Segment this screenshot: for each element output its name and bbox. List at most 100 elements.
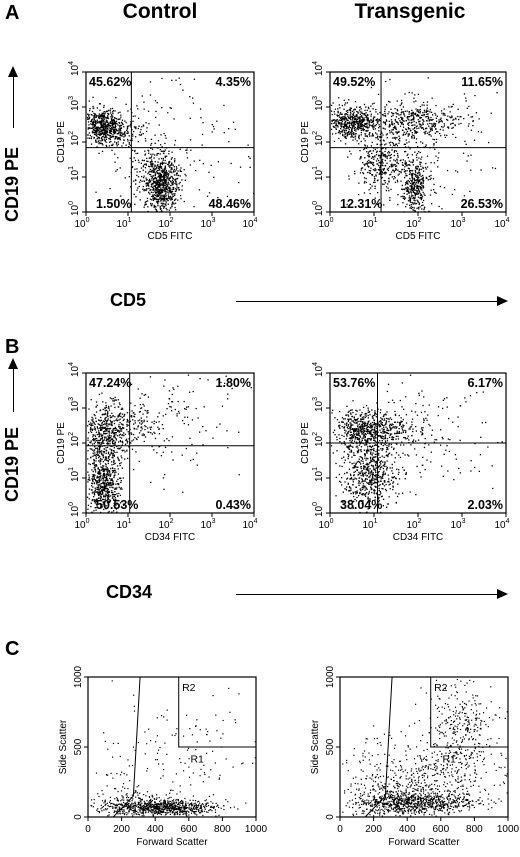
y-tick-label: 500 — [73, 738, 84, 755]
x-axis-label: Forward Scatter — [136, 837, 208, 848]
x-tick-label: 400 — [399, 824, 416, 835]
quadrant-upper-left-value: 47.24% — [89, 376, 131, 390]
column-header-transgenic: Transgenic — [354, 0, 466, 23]
x-tick-label: 200 — [113, 824, 130, 835]
y-tick-label: 101 — [68, 467, 81, 482]
quadrant-upper-left-value: 45.62% — [89, 75, 131, 89]
x-tick-label: 800 — [466, 824, 483, 835]
x-axis-title-a: CD5 — [110, 290, 147, 310]
x-tick-label: 103 — [450, 217, 465, 230]
y-tick-label: 104 — [312, 61, 325, 76]
panel-letter-c: C — [5, 638, 20, 660]
dot-cloud — [90, 680, 256, 817]
y-tick-label: 103 — [68, 397, 81, 412]
quadrant-lower-left-value: 12.31% — [340, 197, 382, 211]
quadrant-upper-right-value: 6.17% — [468, 376, 503, 390]
x-axis-label: Forward Scatter — [388, 837, 460, 848]
x-tick-label: 400 — [147, 824, 164, 835]
x-tick-label: 101 — [362, 217, 377, 230]
y-tick-label: 100 — [68, 502, 81, 517]
x-tick-label: 100 — [318, 217, 333, 230]
y-tick-label: 100 — [68, 201, 81, 216]
y-axis-label: CD19 PE — [56, 121, 67, 163]
x-tick-label: 102 — [406, 518, 421, 531]
quadrant-upper-right-value: 1.80% — [216, 376, 251, 390]
y-tick-label: 101 — [312, 166, 325, 181]
y-tick-label: 0 — [325, 814, 336, 820]
x-tick-label: 104 — [494, 217, 509, 230]
quadrant-lower-left-value: 50.53% — [96, 498, 138, 512]
x-tick-label: 102 — [158, 217, 173, 230]
x-tick-label: 104 — [242, 217, 257, 230]
gate-r2-label: R2 — [434, 682, 448, 694]
y-axis-arrow-b — [8, 358, 18, 412]
y-tick-label: 500 — [325, 738, 336, 755]
x-axis-arrow-a — [236, 296, 508, 306]
y-tick-label: 102 — [312, 432, 325, 447]
x-tick-label: 102 — [406, 217, 421, 230]
y-tick-label: 103 — [312, 96, 325, 111]
dot-cloud — [86, 374, 252, 514]
quadrant-upper-right-value: 11.65% — [461, 75, 503, 89]
x-axis-label: CD34 FITC — [393, 532, 444, 543]
plot-frame — [329, 71, 507, 213]
y-tick-label: 100 — [312, 201, 325, 216]
y-tick-label: 102 — [312, 131, 325, 146]
y-tick-label: 102 — [68, 131, 81, 146]
quadrant-lower-right-value: 2.03% — [468, 498, 503, 512]
x-tick-label: 101 — [362, 518, 377, 531]
y-tick-label: 1000 — [325, 665, 336, 688]
x-tick-label: 100 — [318, 518, 333, 531]
x-tick-label: 100 — [74, 217, 89, 230]
x-tick-label: 0 — [337, 824, 343, 835]
dot-cloud — [330, 374, 503, 514]
y-axis-label: CD19 PE — [56, 422, 67, 464]
x-tick-label: 600 — [180, 824, 197, 835]
x-tick-label: 102 — [158, 518, 173, 531]
panel-letter-b: B — [5, 336, 20, 358]
y-axis-arrow-a — [8, 66, 18, 128]
quadrant-upper-left-value: 53.76% — [333, 376, 375, 390]
x-axis-arrow-b — [236, 589, 508, 599]
y-axis-label: Side Scatter — [310, 719, 321, 774]
quadrant-upper-left-value: 49.52% — [333, 75, 375, 89]
y-tick-label: 104 — [68, 362, 81, 377]
y-axis-label: Side Scatter — [58, 719, 69, 774]
gate-r1-label: R1 — [442, 753, 456, 765]
x-tick-label: 1000 — [497, 824, 520, 835]
x-tick-label: 104 — [242, 518, 257, 531]
x-tick-label: 200 — [365, 824, 382, 835]
y-tick-label: 101 — [312, 467, 325, 482]
x-tick-label: 800 — [214, 824, 231, 835]
scatter-plot-2: R2 R1 0 200 400 600 800 1000 0 500 1000 Forward Sca… — [310, 665, 520, 848]
x-axis-label: CD5 FITC — [396, 231, 441, 242]
x-tick-label: 104 — [494, 518, 509, 531]
y-tick-label: 104 — [312, 362, 325, 377]
x-tick-label: 101 — [116, 217, 131, 230]
x-axis-label: CD5 FITC — [148, 231, 193, 242]
gate-r1-boundary — [364, 676, 393, 818]
gate-r2-box — [430, 676, 509, 748]
gate-r1-label: R1 — [190, 753, 204, 765]
x-tick-label: 600 — [432, 824, 449, 835]
y-tick-label: 104 — [68, 61, 81, 76]
x-axis-label: CD34 FITC — [145, 532, 196, 543]
dot-cloud — [342, 678, 508, 817]
y-axis-label: CD19 PE — [300, 422, 311, 464]
panel-letter-a: A — [5, 2, 20, 24]
y-axis-label: CD19 PE — [300, 121, 311, 163]
x-tick-label: 0 — [85, 824, 91, 835]
x-tick-label: 103 — [200, 217, 215, 230]
x-tick-label: 100 — [74, 518, 89, 531]
x-tick-label: 101 — [116, 518, 131, 531]
y-tick-label: 1000 — [73, 665, 84, 688]
y-tick-label: 101 — [68, 166, 81, 181]
scatter-plot-1: R2 R1 0 200 400 600 800 1000 0 500 1000 Forward Sca… — [58, 665, 268, 848]
quadrant-lower-left-value: 38.04% — [340, 498, 382, 512]
quadrant-lower-right-value: 26.53% — [461, 197, 503, 211]
quadrant-upper-right-value: 4.35% — [216, 75, 251, 89]
dot-cloud — [86, 77, 255, 213]
